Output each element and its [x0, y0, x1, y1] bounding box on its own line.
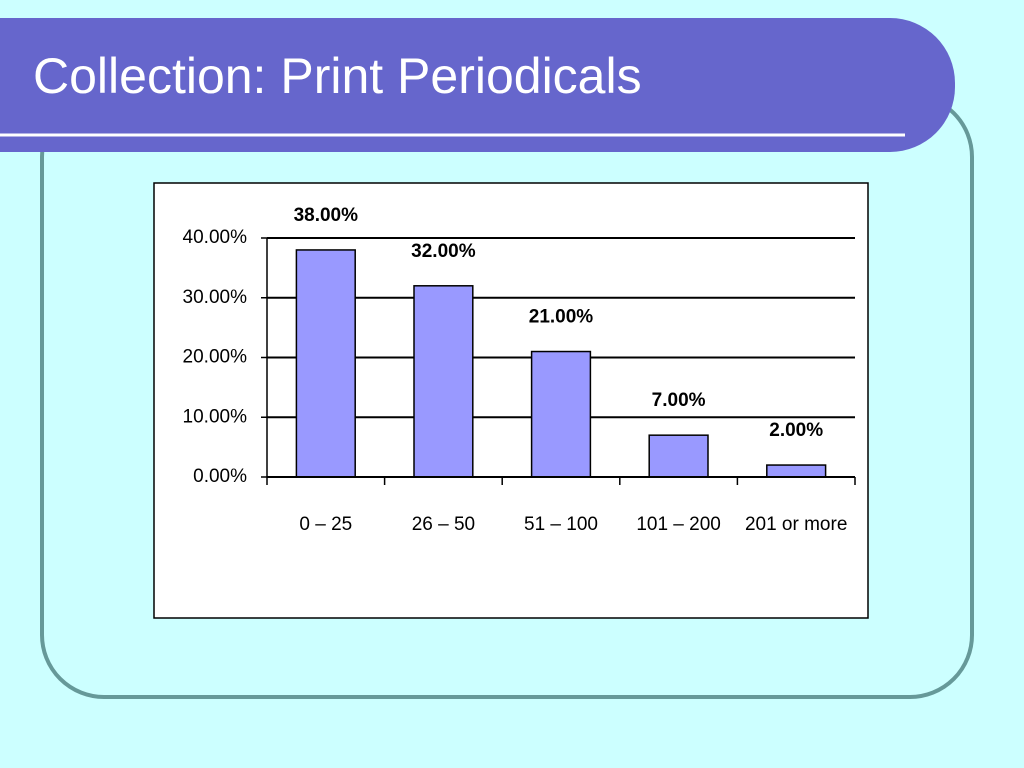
y-tick-label: 40.00% [183, 227, 248, 248]
y-tick-label: 30.00% [183, 287, 248, 308]
y-tick-label: 20.00% [183, 347, 248, 368]
x-tick-label: 0 – 25 [299, 514, 353, 535]
data-label: 21.00% [529, 307, 594, 328]
slide-title: Collection: Print Periodicals [33, 48, 642, 104]
y-tick-label: 0.00% [193, 466, 247, 487]
x-tick-label: 51 – 100 [524, 514, 598, 535]
chart-area [153, 182, 869, 619]
data-label: 38.00% [294, 205, 359, 226]
data-label: 7.00% [652, 390, 706, 411]
bar [295, 249, 356, 478]
bar [413, 285, 474, 478]
bar [530, 350, 592, 478]
x-tick-label: 201 or more [744, 514, 848, 535]
bar [648, 434, 709, 478]
x-tick-label: 26 – 50 [411, 514, 476, 535]
data-label: 32.00% [411, 241, 476, 262]
y-tick-label: 10.00% [183, 406, 248, 427]
bar [766, 464, 827, 478]
title-bar [0, 18, 955, 152]
x-tick-label: 101 – 200 [636, 514, 721, 535]
data-label: 2.00% [769, 420, 823, 441]
